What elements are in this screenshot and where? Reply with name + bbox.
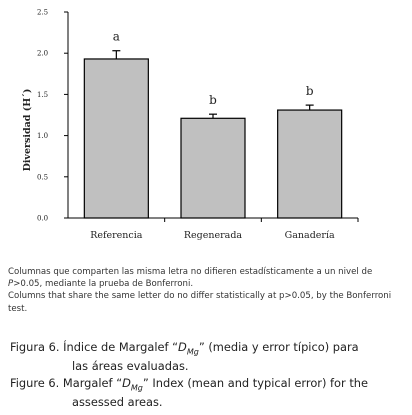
y-tick-label: 1.5 [37,91,48,99]
y-tick-label: 1.0 [37,132,48,140]
x-category-label: Referencia [90,230,143,241]
note-spanish: Columnas que comparten las misma letra n… [8,267,373,290]
bars: a b b [83,30,343,219]
y-tick-label: 2.5 [37,9,48,17]
significance-letter: b [306,84,314,98]
figure-caption-english: Figure 6. Margalef “DMg” Index (mean and… [10,376,369,410]
bar [277,109,343,219]
chart-notes: Columnas que comparten las misma letra n… [8,266,408,315]
x-axis: Referencia Regenerada Ganadería [68,217,359,241]
y-axis-label: Diversidad (H´) [22,89,33,172]
bar-chart: 0.0 0.5 1.0 1.5 2.0 2.5 Referencia Regenerada G… [22,9,359,241]
bar [83,58,149,219]
x-category-label: Regenerada [184,230,243,241]
y-tick-label: 0.5 [37,173,48,181]
y-axis: 0.0 0.5 1.0 1.5 2.0 2.5 [37,9,69,223]
y-tick-label: 2.0 [37,50,48,58]
y-tick-label: 0.0 [37,215,48,223]
bar [180,117,246,219]
figure-caption-spanish: Figura 6. Índice de Margalef “DMg” (medi… [10,340,359,374]
x-category-label: Ganadería [285,230,335,241]
significance-letter: a [113,30,120,44]
significance-letter: b [209,93,217,107]
note-english: Columns that share the same letter do no… [8,291,392,314]
